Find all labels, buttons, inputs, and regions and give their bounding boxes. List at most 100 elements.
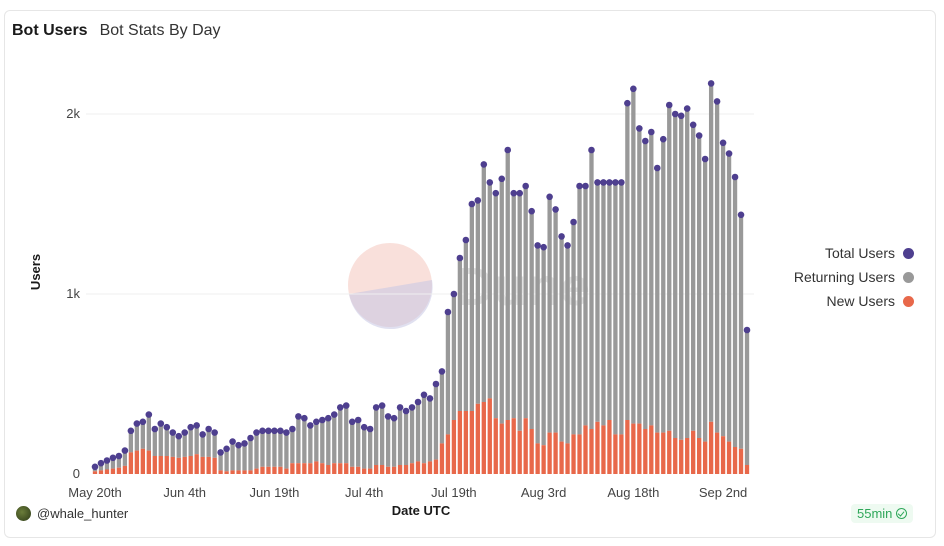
returning-bar: [457, 258, 463, 411]
new-bar: [278, 466, 283, 474]
returning-bar: [379, 405, 385, 465]
new-bar: [200, 456, 205, 474]
legend-dot-new-icon: [903, 295, 914, 307]
new-bar: [655, 432, 660, 474]
returning-bar: [397, 407, 403, 465]
total-point: [564, 242, 571, 249]
total-point: [289, 425, 296, 433]
new-bar: [218, 470, 223, 474]
returning-bar: [254, 432, 259, 469]
new-bar: [326, 465, 331, 474]
total-point: [145, 411, 153, 418]
total-point: [468, 200, 476, 208]
total-point: [534, 242, 541, 249]
returning-bar: [242, 443, 247, 471]
legend-item-returning-users[interactable]: Returning Users: [794, 265, 914, 289]
total-point: [169, 429, 177, 436]
returning-bar: [529, 211, 534, 429]
returning-bar: [685, 108, 690, 438]
returning-bar: [182, 432, 187, 457]
returning-bar: [625, 103, 630, 420]
total-point: [235, 441, 242, 449]
total-point: [211, 429, 218, 436]
returning-bar: [451, 294, 457, 420]
total-point: [689, 121, 697, 129]
returning-bar: [320, 420, 325, 464]
avatar: [16, 506, 31, 521]
author-link[interactable]: @whale_hunter: [16, 506, 128, 521]
total-point: [360, 423, 368, 431]
legend-item-new-users[interactable]: New Users: [794, 289, 914, 313]
new-bar: [583, 425, 588, 474]
returning-bar: [134, 423, 140, 451]
total-point: [324, 414, 332, 422]
total-point: [193, 422, 200, 429]
returning-bar: [373, 407, 379, 465]
query-title[interactable]: Bot Users: [12, 22, 88, 39]
returning-bar: [98, 463, 104, 471]
new-bar: [176, 457, 181, 474]
total-point: [528, 207, 535, 215]
new-bar: [708, 421, 714, 474]
total-point: [642, 137, 649, 145]
total-point: [510, 189, 518, 197]
returning-bar: [553, 209, 558, 433]
gridlines: [86, 113, 754, 295]
new-bar: [206, 456, 211, 474]
total-point: [558, 233, 565, 240]
x-axis-ticks: May 20th Jun 4th Jun 19th Jul 4th Jul 19th Au…: [68, 485, 747, 500]
total-point: [121, 447, 129, 454]
returning-bar: [577, 186, 582, 435]
returning-bar: [326, 418, 331, 465]
new-bar: [391, 466, 397, 474]
new-bar: [601, 425, 606, 474]
legend-item-total-users[interactable]: Total Users: [794, 241, 914, 265]
returning-bar: [691, 124, 696, 431]
returning-bar: [116, 456, 122, 468]
new-bar: [445, 434, 451, 474]
total-point: [683, 105, 691, 112]
total-point: [157, 420, 165, 427]
total-point: [498, 175, 506, 183]
new-bar: [493, 418, 498, 474]
new-bar: [92, 471, 98, 474]
total-point: [199, 431, 206, 438]
total-point: [677, 112, 685, 120]
returning-bar: [469, 204, 474, 411]
x-tick-label: Aug 3rd: [521, 485, 567, 500]
total-point: [277, 427, 284, 435]
new-bar: [290, 463, 295, 474]
total-point: [181, 429, 189, 436]
total-point: [432, 380, 440, 388]
new-bar: [565, 443, 570, 474]
new-bar: [577, 434, 582, 474]
returning-bar: [368, 429, 373, 469]
runtime-text: 55min: [857, 506, 893, 521]
total-point: [719, 139, 727, 147]
total-point: [630, 85, 637, 93]
total-point: [600, 179, 607, 186]
returning-bar: [152, 429, 157, 456]
returning-bar: [583, 186, 588, 426]
new-bar: [667, 430, 672, 474]
x-tick-label: Jun 4th: [163, 485, 206, 500]
total-point: [444, 308, 452, 316]
y-axis-ticks: 0 1k 2k: [66, 106, 80, 481]
total-point: [701, 155, 709, 163]
new-bar: [266, 466, 271, 474]
returning-bar: [661, 139, 666, 433]
new-bar: [726, 441, 732, 474]
total-point: [648, 128, 655, 136]
new-bar: [314, 461, 319, 474]
returning-bar: [649, 132, 654, 426]
total-point: [396, 404, 404, 411]
watermark-text: Dune: [455, 257, 590, 317]
new-bar: [702, 441, 708, 474]
returning-bar: [110, 457, 116, 469]
returning-bar: [206, 429, 211, 457]
returning-bar: [272, 430, 277, 467]
new-bar: [140, 448, 145, 474]
new-bar: [110, 468, 116, 474]
chart-header: Bot Users Bot Stats By Day: [12, 22, 221, 40]
returning-users-bars: [92, 83, 750, 472]
